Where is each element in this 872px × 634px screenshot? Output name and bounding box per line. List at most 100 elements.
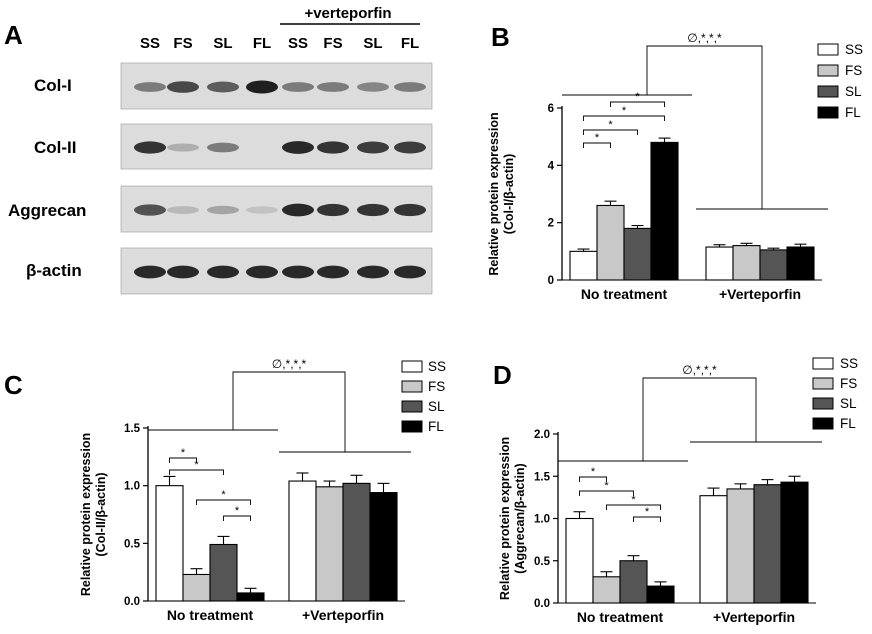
cc-legend-label-ss: SS <box>428 359 446 374</box>
band-2-7 <box>394 203 426 217</box>
cc-group-significance-label: ∅,*,*,* <box>272 357 307 371</box>
cc-y-axis-label: Relative protein expression(Col-II/β-act… <box>79 433 108 596</box>
cc-pair-bracket-1 <box>169 469 224 475</box>
cd-y-tick-label-3: 1.5 <box>534 471 551 483</box>
cb-y-tick-label-0: 0 <box>548 275 554 287</box>
cc-bar-sl-1 <box>342 482 371 602</box>
verteporfin-label: +verteporfin <box>304 5 391 22</box>
band-3-7 <box>394 265 426 279</box>
cb-pair-bracket-0 <box>583 142 611 148</box>
band-3-1 <box>167 265 199 279</box>
cd-bar-ss-0 <box>565 517 594 604</box>
cc-y-axis-label-line-0: Relative protein expression <box>79 433 93 596</box>
cd-group-label-0: No treatment <box>577 609 664 625</box>
cb-pair-bracket-1 <box>583 129 638 135</box>
band-0-3 <box>246 80 278 94</box>
cc-legend-label-fl: FL <box>428 419 444 434</box>
cd-y-axis-label-line-1: (Aggrecan/β-actin) <box>513 463 527 573</box>
band-2-4 <box>282 203 314 217</box>
cd-group-significance-bracket <box>642 377 757 461</box>
cb-bar-ss-1 <box>705 246 734 281</box>
band-0-7 <box>394 82 426 92</box>
band-1-0 <box>134 141 166 154</box>
cb-legend-swatch-fs <box>817 64 839 77</box>
cc-pair-star-3: * <box>235 505 240 517</box>
cb-y-tick-label-2: 4 <box>548 160 555 172</box>
protein-label-0: Col-I <box>34 76 72 95</box>
cd-pair-bracket-3 <box>633 516 661 522</box>
cb-legend-swatch-fl <box>817 106 839 119</box>
cb-y-axis-label-line-0: Relative protein expression <box>487 112 501 275</box>
cb-pair-star-0: * <box>595 132 600 144</box>
cc-legend-swatch-fs <box>401 380 423 393</box>
band-0-1 <box>167 81 199 93</box>
cd-pair-bracket-2 <box>606 504 661 510</box>
cc-pair-star-0: * <box>181 447 186 459</box>
cc-y-tick-label-2: 1.0 <box>124 481 140 493</box>
band-2-5 <box>317 203 349 217</box>
cc-y-tick-label-3: 1.5 <box>124 423 141 435</box>
cd-bar-fs-0 <box>592 576 621 604</box>
cc-group-label-0: No treatment <box>167 607 254 623</box>
cb-pair-star-3: * <box>635 91 640 103</box>
cb-group-label-1: +Verteporfin <box>719 286 801 302</box>
panel-label-a: A <box>4 20 23 50</box>
band-3-3 <box>246 265 278 279</box>
cd-y-tick-label-4: 2.0 <box>534 429 550 441</box>
protein-label-3: β-actin <box>26 261 82 280</box>
chart-col-ii: 0.0 0.5 1.0 1.5 Relative protein expression(… <box>79 357 446 623</box>
band-0-6 <box>357 82 389 92</box>
cd-pair-star-1: * <box>604 480 609 492</box>
cd-pair-bracket-1 <box>579 490 634 496</box>
cc-group-label-1: +Verteporfin <box>302 607 384 623</box>
lane-label-6: SL <box>363 35 382 52</box>
band-1-6 <box>357 141 389 154</box>
cb-group-significance-bracket <box>646 45 763 209</box>
lane-label-1: FS <box>173 35 192 52</box>
cd-legend-label-fl: FL <box>840 416 856 431</box>
cd-legend-swatch-fl <box>812 417 834 430</box>
panel-label-b: B <box>491 22 510 52</box>
band-1-1 <box>167 143 199 152</box>
cc-bar-ss-1 <box>288 480 317 602</box>
cb-legend-label-ss: SS <box>845 42 863 57</box>
cd-pair-star-3: * <box>645 506 650 518</box>
western-blot: +verteporfin SS FS SL FL SS FS SL FL Col-I Col-I… <box>8 5 433 295</box>
cc-y-axis-label-line-1: (Col-II/β-actin) <box>94 472 108 556</box>
cb-bar-sl-0 <box>623 227 652 281</box>
cb-group-label-0: No treatment <box>581 286 668 302</box>
band-2-0 <box>134 204 166 216</box>
cd-group-label-1: +Verteporfin <box>713 609 795 625</box>
cb-y-tick-label-3: 6 <box>548 103 554 115</box>
cc-bar-ss-0 <box>155 485 184 602</box>
cd-y-axis-label-line-0: Relative protein expression <box>498 437 512 600</box>
cc-legend-swatch-sl <box>401 400 423 413</box>
cb-pair-bracket-2 <box>583 115 665 121</box>
cb-legend-swatch-ss <box>817 43 839 56</box>
band-3-6 <box>357 265 389 279</box>
cd-bar-ss-1 <box>699 495 728 604</box>
lane-label-7: FL <box>401 35 419 52</box>
lane-label-3: FL <box>253 35 271 52</box>
band-0-5 <box>317 82 349 92</box>
cc-y-tick-label-1: 0.5 <box>124 538 141 550</box>
cd-bar-sl-1 <box>753 484 782 604</box>
cb-bar-ss-0 <box>569 250 598 281</box>
cd-legend-swatch-ss <box>812 357 834 370</box>
cb-y-axis-label-line-1: (Col-I/β-actin) <box>502 154 516 235</box>
cc-group-significance-bracket <box>232 371 346 452</box>
cd-bar-fl-1 <box>780 481 809 604</box>
band-3-2 <box>207 265 239 279</box>
band-2-2 <box>207 205 239 215</box>
cb-y-tick-label-1: 2 <box>548 218 554 230</box>
cb-pair-bracket-3 <box>610 101 665 107</box>
chart-col-i: 0 2 4 6 Relative protein expression(Col-I/β-… <box>487 31 863 302</box>
cd-bar-fs-1 <box>726 488 755 604</box>
band-3-4 <box>282 265 314 279</box>
cd-y-tick-label-2: 1.0 <box>534 514 550 526</box>
cb-legend-swatch-sl <box>817 85 839 98</box>
cc-legend-label-fs: FS <box>428 379 445 394</box>
cd-pair-star-0: * <box>591 466 596 478</box>
cd-legend-swatch-fs <box>812 377 834 390</box>
cb-pair-star-1: * <box>608 119 613 131</box>
